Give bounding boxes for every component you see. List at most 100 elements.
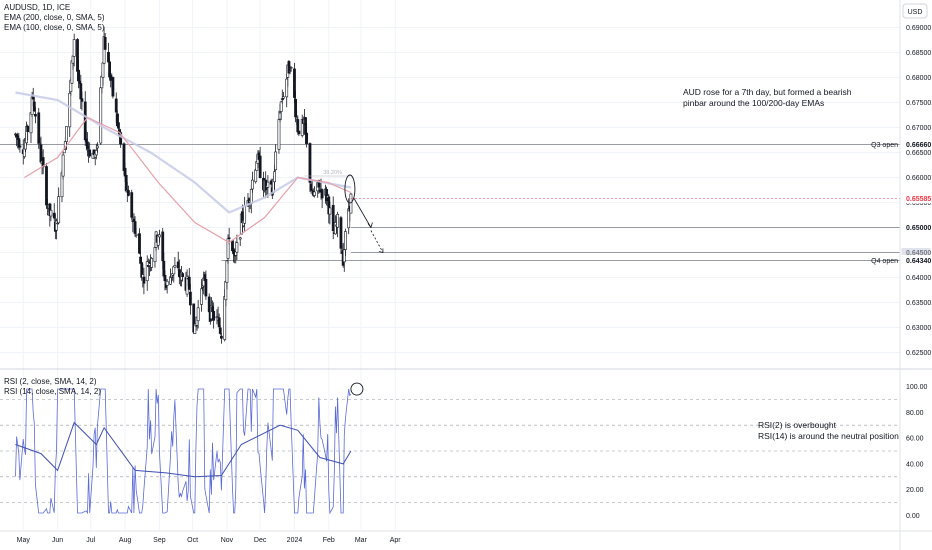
candle-body (274, 151, 278, 171)
candle-body (145, 261, 149, 282)
price-level-tag: 0.64340 (900, 255, 932, 266)
pinbar-circle (344, 174, 356, 204)
annotation-rsi: RSI(2) is overbought RSI(14) is around t… (758, 420, 899, 442)
price-tag-bg (900, 255, 932, 266)
candle-body (331, 204, 335, 231)
candle-body (18, 145, 22, 148)
candle-body (227, 237, 231, 239)
price-tick-label: 0.64000 (906, 275, 931, 282)
price-tick-label: 0.63000 (906, 325, 931, 332)
projection-arrowhead-2 (378, 248, 384, 254)
candle-body (288, 70, 292, 72)
rsi14-line (15, 421, 352, 478)
candle-body (308, 143, 312, 183)
candle-body (196, 307, 200, 322)
price-tick-label: 0.69000 (906, 25, 931, 32)
candle-body (312, 191, 316, 196)
rsi-pane (0, 382, 900, 515)
annotation-rsi-line1: RSI(2) is overbought (758, 420, 836, 430)
candle-body (65, 126, 68, 142)
price-tick-label: 0.68500 (906, 50, 931, 57)
candle-body (277, 119, 281, 150)
candle-body (328, 207, 332, 215)
candle-body (103, 36, 107, 50)
rsi2-line (15, 388, 352, 515)
price-level-lines: Q3 open Q4 open (0, 142, 900, 265)
candle-body (189, 291, 192, 306)
rsi-tick-label: 100.00 (906, 384, 928, 391)
ema-lines (15, 91, 352, 244)
candle-body (181, 273, 185, 277)
projection-arrow-2 (370, 230, 384, 253)
candle-body (117, 122, 120, 129)
time-tick-label: May (17, 537, 31, 544)
time-tick-label: Apr (390, 537, 402, 544)
candle-body (279, 101, 283, 112)
price-tag-text: 0.65000 (906, 225, 931, 232)
candle-body (293, 68, 296, 98)
time-tick-label: Jun (52, 537, 63, 544)
candle-body (101, 62, 105, 78)
candle-body (96, 145, 99, 149)
candle-body (119, 132, 123, 145)
price-tick-label: 0.63500 (906, 300, 931, 307)
chart-grid (0, 0, 900, 530)
rsi-tick-label: 0.00 (906, 513, 920, 520)
legend-ema100[interactable]: EMA (100, close, 0, SMA, 5) (4, 23, 105, 32)
candle-body (225, 260, 229, 283)
candle-body (80, 98, 84, 102)
legend-ema200[interactable]: EMA (200, close, 0, SMA, 5) (4, 13, 105, 22)
candle-body (114, 98, 118, 113)
time-tick-label: Sep (153, 537, 166, 544)
current-price-tag: 0.65585 (901, 193, 931, 204)
candle-body (150, 258, 154, 268)
candle-body (250, 179, 254, 190)
candle-body (158, 234, 161, 238)
time-tick-label: Jul (86, 537, 95, 544)
ema200-line (15, 91, 352, 214)
candle-body (45, 166, 48, 206)
price-tag-text: 0.64500 (906, 250, 931, 257)
price-level-tag: 0.66660 (900, 139, 932, 150)
time-tick-label: Mar (355, 537, 368, 544)
candle-body (336, 214, 340, 228)
price-tag-bg (900, 222, 932, 233)
candle-body (41, 157, 45, 168)
price-tick-label: 0.67500 (906, 100, 931, 107)
candle-body (349, 193, 353, 214)
price-level-tag: 0.65000 (900, 222, 932, 233)
candle-body (34, 113, 37, 117)
fib-level-label: 38.20% (323, 170, 342, 176)
candle-body (238, 237, 242, 240)
overbought-circle (350, 382, 364, 396)
price-legend: AUDUSD, 1D, ICE EMA (200, close, 0, SMA,… (4, 3, 104, 33)
candle-body (61, 154, 65, 177)
candle-body (88, 149, 92, 157)
legend-rsi14[interactable]: RSI (14, close, SMA, 14, 2) (4, 387, 101, 396)
annotation-aud: AUD rose for a 7th day, but formed a bea… (683, 87, 852, 109)
time-tick-label: 2024 (287, 537, 303, 544)
symbol-title[interactable]: AUDUSD, 1D, ICE (4, 3, 71, 12)
rsi-tick-label: 40.00 (906, 461, 924, 468)
candle-body (218, 327, 222, 334)
candle-body (55, 220, 58, 231)
price-tick-label: 0.67000 (906, 125, 931, 132)
candle-body (285, 78, 289, 98)
time-tick-label: Feb (323, 537, 335, 544)
candle-body (173, 265, 177, 268)
price-tick-label: 0.68000 (906, 75, 931, 82)
legend-rsi2[interactable]: RSI (2, close, SMA, 14, 2) (4, 377, 97, 386)
candle-body (133, 221, 137, 234)
candle-body (68, 93, 72, 128)
rsi-tick-label: 60.00 (906, 436, 924, 443)
price-level-label: Q3 open (871, 142, 898, 149)
candle-body (343, 231, 347, 250)
candle-body (138, 233, 141, 254)
candle-body (130, 192, 134, 218)
candle-body (294, 98, 297, 118)
price-tick-label: 0.66000 (906, 175, 931, 182)
currency-button[interactable] (902, 3, 928, 19)
candle-body (200, 288, 203, 305)
